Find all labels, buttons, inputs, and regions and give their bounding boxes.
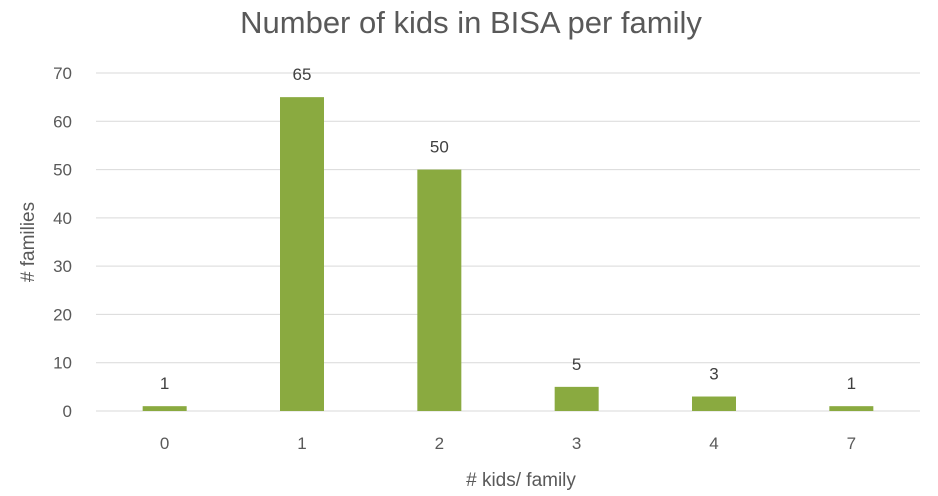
y-tick-label: 40 bbox=[53, 209, 72, 228]
data-label-4: 3 bbox=[709, 365, 718, 384]
bar-1 bbox=[280, 97, 324, 412]
x-tick-label: 7 bbox=[847, 434, 856, 453]
data-label-0: 1 bbox=[160, 374, 169, 393]
bars bbox=[142, 97, 874, 412]
y-tick-label: 60 bbox=[53, 112, 72, 131]
bar-4 bbox=[692, 396, 736, 411]
data-label-7: 1 bbox=[847, 374, 856, 393]
x-tick-label: 1 bbox=[297, 434, 306, 453]
x-axis-title: # kids/ family bbox=[466, 470, 576, 491]
bar-7 bbox=[829, 406, 874, 411]
y-tick-label: 50 bbox=[53, 161, 72, 180]
y-tick-label: 10 bbox=[53, 354, 72, 373]
y-tick-label: 30 bbox=[53, 257, 72, 276]
gridlines bbox=[96, 72, 920, 412]
x-axis-ticks: 0 1 2 3 4 7 bbox=[160, 434, 856, 453]
y-axis-ticks: 0 10 20 30 40 50 60 70 bbox=[53, 64, 72, 421]
y-tick-label: 70 bbox=[53, 64, 72, 83]
data-labels: 1 65 50 5 3 1 bbox=[160, 65, 856, 393]
bar-2 bbox=[417, 169, 462, 411]
x-tick-label: 2 bbox=[435, 434, 444, 453]
x-tick-label: 3 bbox=[572, 434, 581, 453]
x-tick-label: 0 bbox=[160, 434, 169, 453]
bar-0 bbox=[142, 406, 187, 411]
x-tick-label: 4 bbox=[709, 434, 718, 453]
y-tick-label: 0 bbox=[63, 402, 72, 421]
data-label-2: 50 bbox=[430, 138, 449, 157]
y-tick-label: 20 bbox=[53, 305, 72, 324]
data-label-1: 65 bbox=[293, 65, 312, 84]
bar-3 bbox=[554, 386, 599, 411]
y-axis-title: # families bbox=[18, 202, 39, 282]
chart-title: Number of kids in BISA per family bbox=[240, 5, 702, 40]
data-label-3: 5 bbox=[572, 355, 581, 374]
